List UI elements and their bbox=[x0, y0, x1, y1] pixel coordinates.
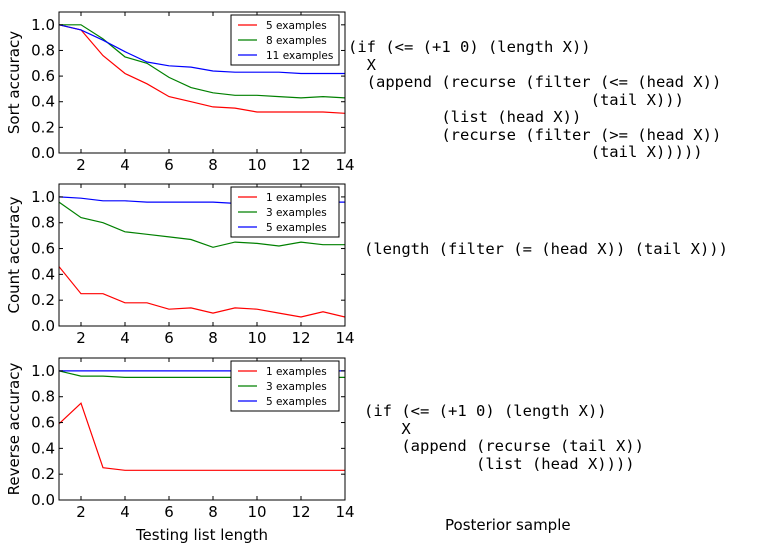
legend-label-8-examples: 8 examples bbox=[266, 35, 327, 47]
x-tick-label: 6 bbox=[164, 329, 174, 347]
y-tick-label: 0.2 bbox=[31, 465, 55, 483]
y-axis-label: Count accuracy bbox=[5, 196, 23, 313]
posterior-program-reverse: (if (<= (+1 0) (length X)) X (append (re… bbox=[364, 402, 644, 473]
y-tick-label: 0.6 bbox=[31, 414, 55, 432]
y-tick-label: 0.2 bbox=[31, 118, 55, 136]
legend-label-1-examples: 1 examples bbox=[266, 366, 327, 378]
x-tick-label: 14 bbox=[335, 156, 354, 174]
x-tick-label: 12 bbox=[291, 156, 310, 174]
x-tick-label: 10 bbox=[247, 156, 266, 174]
legend-box bbox=[230, 360, 340, 412]
y-tick-label: 0.4 bbox=[31, 93, 55, 111]
y-tick-label: 0.4 bbox=[31, 439, 55, 457]
chart-3: 2 4 6 8 10 12 14 0.0 0.2 0.4 0.6 0.8 1.0 Reverse accu… bbox=[5, 357, 355, 544]
y-tick-label: 0.8 bbox=[31, 214, 55, 232]
x-tick-label: 8 bbox=[208, 329, 218, 347]
x-tick-label: 2 bbox=[76, 503, 86, 521]
legend: 5 examples 8 examples 11 examples bbox=[230, 14, 340, 66]
legend-label-5-examples: 5 examples bbox=[266, 222, 327, 234]
x-tick-label: 4 bbox=[120, 156, 130, 174]
x-tick-label: 14 bbox=[335, 329, 354, 347]
y-tick-label: 0.2 bbox=[31, 291, 55, 309]
x-axis-label: Testing list length bbox=[135, 526, 268, 544]
x-tick-label: 6 bbox=[164, 503, 174, 521]
y-tick-label: 0.0 bbox=[31, 144, 55, 162]
legend-label-5-examples: 5 examples bbox=[266, 396, 327, 408]
chart-2: 2 4 6 8 10 12 14 0.0 0.2 0.4 0.6 0.8 1.0 Count accura… bbox=[5, 183, 355, 347]
series-group bbox=[59, 24, 345, 114]
x-tick-label: 8 bbox=[208, 156, 218, 174]
y-tick-label: 1.0 bbox=[31, 16, 55, 34]
x-tick-label: 2 bbox=[76, 156, 86, 174]
x-tick-label: 10 bbox=[247, 329, 266, 347]
series-line-5-examples bbox=[59, 24, 345, 114]
series-line-1-examples bbox=[59, 402, 345, 471]
chart-1: 2 4 6 8 10 12 14 0.0 0.2 0.4 0.6 0.8 1.0 Sort accurac… bbox=[5, 11, 355, 174]
posterior-program-sort: (if (<= (+1 0) (length X)) X (append (re… bbox=[348, 38, 722, 161]
x-tick-label: 14 bbox=[335, 503, 354, 521]
series-line-3-examples bbox=[59, 201, 345, 248]
y-tick-label: 1.0 bbox=[31, 188, 55, 206]
posterior-sample-caption: Posterior sample bbox=[445, 516, 571, 534]
y-tick-label: 0.8 bbox=[31, 388, 55, 406]
plot-frame bbox=[58, 357, 346, 501]
legend-label-1-examples: 1 examples bbox=[266, 192, 327, 204]
x-tick-label: 4 bbox=[120, 329, 130, 347]
x-tick-label: 4 bbox=[120, 503, 130, 521]
legend: 1 examples 3 examples 5 examples bbox=[230, 186, 340, 238]
legend-label-5-examples: 5 examples bbox=[266, 20, 327, 32]
y-tick-label: 0.8 bbox=[31, 41, 55, 59]
series-line-1-examples bbox=[59, 266, 345, 318]
x-tick-label: 12 bbox=[291, 329, 310, 347]
legend-label-11-examples: 11 examples bbox=[266, 50, 333, 62]
y-tick-label: 1.0 bbox=[31, 362, 55, 380]
legend-label-3-examples: 3 examples bbox=[266, 207, 327, 219]
x-tick-label: 10 bbox=[247, 503, 266, 521]
x-tick-label: 6 bbox=[164, 156, 174, 174]
legend-label-3-examples: 3 examples bbox=[266, 381, 327, 393]
series-line-11-examples bbox=[59, 24, 345, 75]
plot-frame bbox=[58, 183, 346, 327]
y-tick-label: 0.6 bbox=[31, 240, 55, 258]
legend: 1 examples 3 examples 5 examples bbox=[230, 360, 340, 412]
x-tick-label: 12 bbox=[291, 503, 310, 521]
y-tick-label: 0.0 bbox=[31, 317, 55, 335]
x-tick-label: 2 bbox=[76, 329, 86, 347]
y-tick-label: 0.4 bbox=[31, 265, 55, 283]
x-tick-label: 8 bbox=[208, 503, 218, 521]
y-axis-label: Sort accuracy bbox=[5, 31, 23, 134]
y-tick-label: 0.0 bbox=[31, 491, 55, 509]
plot-frame bbox=[58, 11, 346, 154]
y-axis-label: Reverse accuracy bbox=[5, 363, 23, 496]
y-tick-label: 0.6 bbox=[31, 67, 55, 85]
posterior-program-count: (length (filter (= (head X)) (tail X))) bbox=[364, 240, 728, 258]
